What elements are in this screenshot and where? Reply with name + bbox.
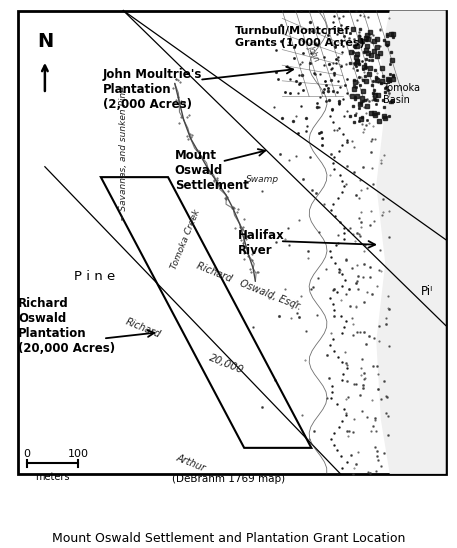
Text: Swamp: Swamp	[245, 175, 279, 184]
Text: P i n e: P i n e	[74, 270, 115, 283]
Text: Halifax
River: Halifax River	[238, 229, 284, 257]
Text: N: N	[37, 32, 53, 50]
Text: (DeBrahm 1769 map): (DeBrahm 1769 map)	[172, 474, 285, 484]
Polygon shape	[376, 10, 446, 474]
Text: Richard   Oswald, Esqr.: Richard Oswald, Esqr.	[195, 261, 303, 312]
Text: Tomoka Creek: Tomoka Creek	[170, 208, 202, 271]
Text: Tomoka
Basin: Tomoka Basin	[383, 83, 420, 105]
Text: John Moultrie's
Plantation
(2,000 Acres): John Moultrie's Plantation (2,000 Acres)	[103, 68, 202, 111]
Text: Turnbull/Montcrief
Grants (1,000 Acres): Turnbull/Montcrief Grants (1,000 Acres)	[235, 26, 365, 48]
Text: meters: meters	[36, 472, 70, 482]
Text: Mount Oswald Settlement and Plantation Grant Location: Mount Oswald Settlement and Plantation G…	[52, 532, 405, 545]
Text: Mount
Oswald
Settlement: Mount Oswald Settlement	[175, 149, 249, 191]
Text: Piᴵ: Piᴵ	[421, 285, 433, 298]
Text: Richard
Oswald
Plantation
(20,000 Acres): Richard Oswald Plantation (20,000 Acres)	[18, 297, 115, 355]
Text: 0: 0	[23, 449, 31, 459]
Text: 20,000: 20,000	[207, 353, 245, 376]
Text: John: John	[306, 43, 321, 61]
Text: 100: 100	[68, 449, 89, 459]
Text: Richard: Richard	[124, 317, 163, 340]
Text: ~ Savannas, and sunken Pine: ~ Savannas, and sunken Pine	[119, 87, 128, 221]
Bar	[18, 10, 446, 474]
Text: Arthur: Arthur	[174, 453, 207, 474]
